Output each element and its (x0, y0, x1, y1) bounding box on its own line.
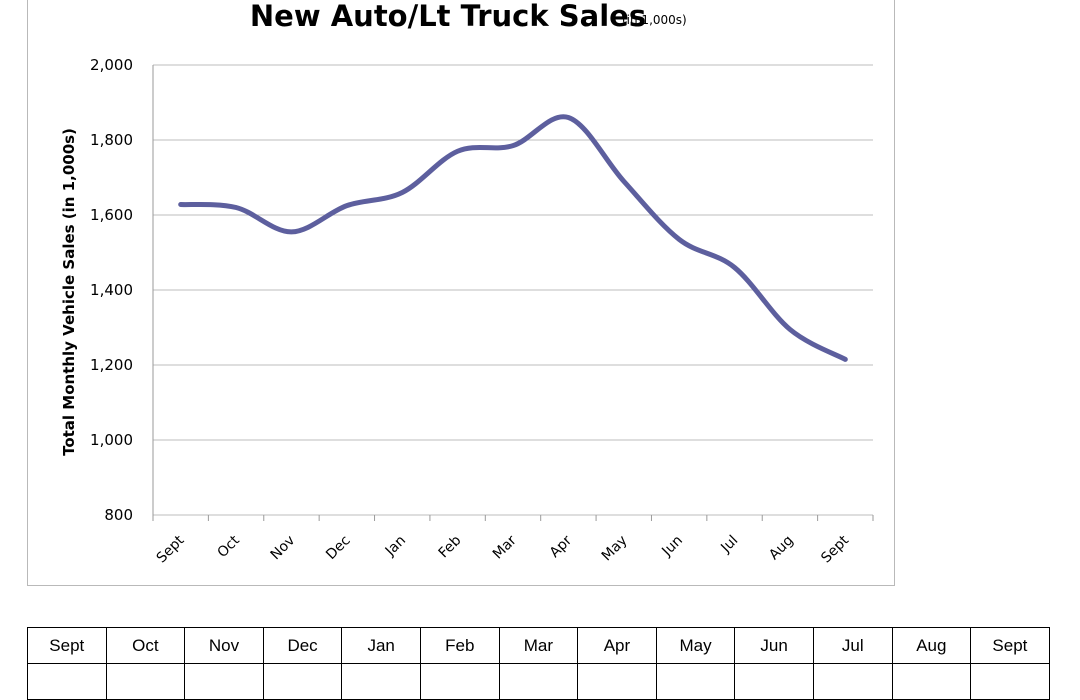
y-tick-label: 2,000 (90, 56, 133, 74)
series-line (178, 114, 848, 362)
table-cell (419, 663, 500, 700)
x-tick-label: Jan (382, 533, 409, 560)
x-tick-label: Feb (436, 532, 465, 561)
x-tick-label: Oct (214, 532, 243, 561)
table-value-row (27, 663, 1050, 700)
x-tick-label: Sept (818, 532, 852, 566)
chart-subtitle: (in 1,000s) (622, 13, 687, 27)
table-cell (970, 663, 1050, 700)
x-tick-label: Aug (766, 533, 797, 564)
x-tick-label: Jul (717, 533, 741, 557)
table-cell (184, 663, 264, 700)
y-tick-label: 1,400 (90, 281, 133, 299)
y-tick-label: 1,600 (90, 206, 133, 224)
table-cell (812, 663, 893, 700)
line-chart: New Auto/Lt Truck Sales (in 1,000s) Tota… (60, 0, 874, 566)
x-tick-label: Apr (547, 532, 576, 561)
table-header-row: Sept Oct Nov Dec Jan Feb Mar Apr May Jun… (27, 627, 1050, 664)
table-cell (341, 663, 421, 700)
table-header-cell: Apr (577, 627, 657, 664)
table-header-cell: Jul (812, 627, 893, 664)
table-cell (27, 663, 107, 700)
table-header-cell: Aug (891, 627, 972, 664)
x-tick-label: Jun (658, 533, 685, 560)
y-tick-label: 1,200 (90, 356, 133, 374)
table-cell (734, 663, 814, 700)
table-header-cell: Nov (184, 627, 264, 664)
table-header-cell: Jun (734, 627, 814, 664)
table-header-cell: Jan (341, 627, 421, 664)
data-table: Sept Oct Nov Dec Jan Feb Mar Apr May Jun… (27, 627, 1050, 700)
y-tick-label: 1,800 (90, 131, 133, 149)
table-cell (498, 663, 579, 700)
chart-title: New Auto/Lt Truck Sales (250, 0, 646, 33)
chart-frame: New Auto/Lt Truck Sales (in 1,000s) Tota… (27, 0, 895, 586)
y-tick-label: 1,000 (90, 431, 133, 449)
x-tick-label: Mar (490, 532, 520, 562)
series (178, 114, 848, 362)
table-header-cell: Oct (105, 627, 186, 664)
table-cell (891, 663, 972, 700)
y-tick-label: 800 (104, 506, 133, 524)
x-tick-label: Dec (323, 533, 353, 563)
table-header-cell: Sept (970, 627, 1050, 664)
x-tick-label: May (599, 533, 631, 565)
table-header-cell: Dec (262, 627, 343, 664)
x-tick-label: Nov (268, 533, 299, 564)
table-header-cell: Mar (498, 627, 579, 664)
y-axis-label: Total Monthly Vehicle Sales (in 1,000s) (60, 128, 78, 456)
table-cell (655, 663, 736, 700)
table-cell (577, 663, 657, 700)
x-ticks: Sept Oct Nov Dec Jan Feb Mar Apr May Jun Jul Aug Sep… (152, 515, 874, 566)
table-cell (262, 663, 343, 700)
table-cell (105, 663, 186, 700)
y-ticks: 800 1,000 1,200 1,400 1,600 1,800 2,000 (90, 56, 133, 524)
table-header-cell: Sept (27, 627, 107, 664)
x-tick-label: Sept (154, 532, 188, 566)
table-header-cell: May (655, 627, 736, 664)
grid (152, 64, 873, 516)
table-header-cell: Feb (419, 627, 500, 664)
